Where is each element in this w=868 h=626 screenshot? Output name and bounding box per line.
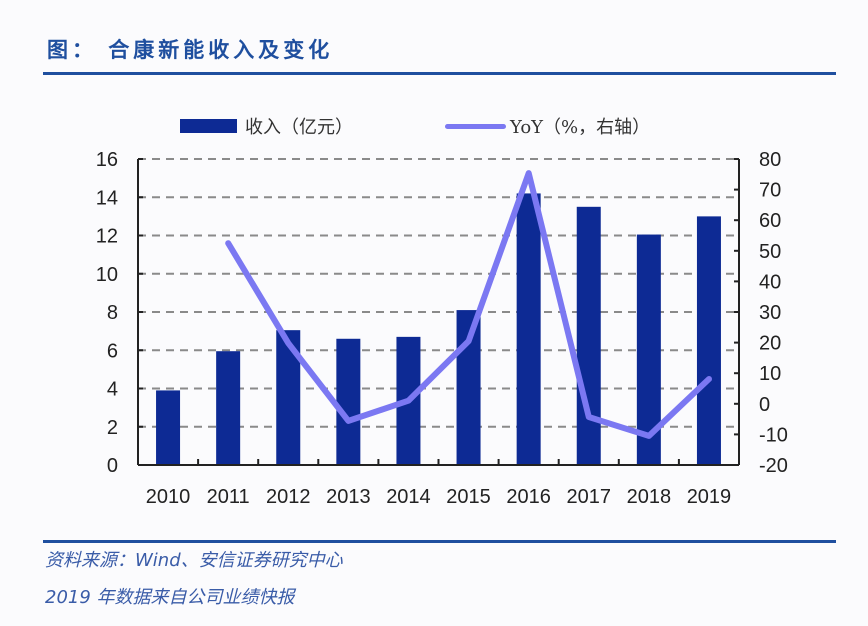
title-divider [43,72,836,75]
x-axis-label: 2014 [386,486,431,508]
right-axis-label: 10 [759,363,781,385]
revenue-bar [336,338,361,465]
revenue-bars [156,193,721,466]
x-axis-label: 2011 [207,486,250,508]
revenue-bar [216,351,241,465]
right-axis-label: 40 [759,271,781,293]
x-axis-label: 2016 [506,486,551,508]
right-axis-label: 30 [759,302,781,324]
legend-label-revenue: 收入（亿元） [245,117,353,138]
x-axis-label: 2019 [687,486,732,508]
left-axis-label: 10 [96,264,118,286]
right-axis-label: 80 [759,149,781,171]
left-axis-label: 4 [107,379,118,401]
left-axis-label: 12 [96,226,118,248]
right-axis-label: 50 [759,241,781,263]
right-axis-label: 60 [759,210,781,232]
left-axis-label: 14 [96,187,118,209]
left-axis-label: 2 [107,417,118,439]
line-swatch-icon [445,123,506,129]
left-axis-labels: 0 2 4 6 8 10 12 14 16 [96,149,118,477]
legend-label-yoy: YoY（%，右轴） [510,117,651,138]
bar-swatch-icon [180,119,237,133]
legend-item-yoy: YoY（%，右轴） [445,113,650,139]
right-axis-label: 20 [759,333,781,355]
x-axis-label: 2013 [326,486,371,508]
left-axis-label: 6 [107,340,118,362]
revenue-bar [516,193,541,466]
right-axis-label: 0 [759,394,770,416]
yoy-line [225,170,712,439]
right-axis-label: -20 [759,455,788,477]
revenue-bar [156,390,181,465]
revenue-bar [576,206,601,465]
left-axis-label: 16 [96,149,118,171]
right-axis-labels: -20 -10 0 10 20 30 40 50 60 70 80 [759,149,788,477]
x-axis-label: 2010 [146,486,191,508]
revenue-bar [696,216,721,465]
source-note: 资料来源：Wind、安信证券研究中心 [45,550,343,571]
right-axis-label: -10 [759,424,788,446]
x-axis-label: 2015 [446,486,491,508]
x-axis-label: 2017 [567,486,612,508]
x-axis-label: 2012 [266,486,311,508]
x-axis-labels: 2010 2011 2012 2013 2014 2015 2016 2017 2018 2019 [146,486,731,508]
chart-title: 图： 合康新能收入及变化 [47,38,334,62]
x-axis-label: 2018 [627,486,672,508]
data-note: 2019 年数据来自公司业绩快报 [45,587,295,608]
footer-divider [43,540,836,543]
legend-item-revenue: 收入（亿元） [180,113,353,139]
left-axis-label: 8 [107,302,118,324]
left-axis-label: 0 [107,455,118,477]
right-axis-label: 70 [759,180,781,202]
plot-frame [137,158,740,466]
